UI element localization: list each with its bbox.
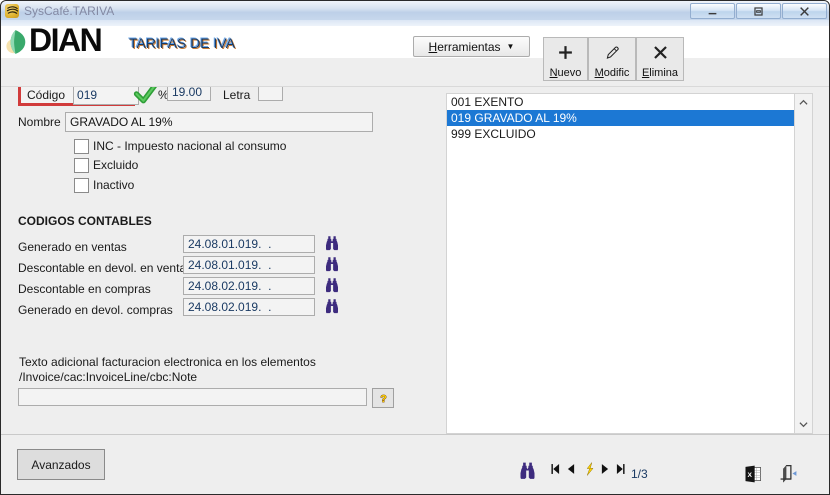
svg-text:X: X <box>747 472 752 479</box>
svg-text:?: ? <box>380 393 386 404</box>
